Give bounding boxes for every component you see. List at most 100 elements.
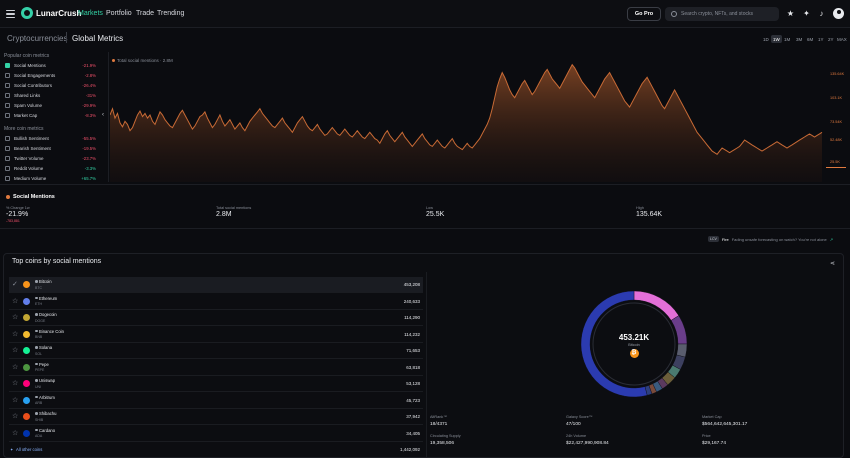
metric-row[interactable]: Shared Links -31% (4, 92, 96, 101)
metric-row[interactable]: Social Mentions -21.9% (4, 62, 96, 71)
coin-symbol: ADA (35, 434, 43, 438)
metric-row[interactable]: Reddit Volume -3.3% (4, 165, 96, 174)
time-range-1d[interactable]: 1D (763, 36, 769, 42)
coin-row[interactable]: ☆ Cardano ADA 34,405 (9, 426, 423, 442)
donut-segment[interactable] (633, 290, 680, 321)
time-range-1y[interactable]: 1Y (818, 36, 824, 42)
time-range-1m[interactable]: 1M (784, 36, 791, 42)
total-label: Total social mentions (216, 206, 252, 210)
donut-center: 453.21K Bitcoin ₿ (600, 333, 668, 358)
star-icon[interactable]: ☆ (12, 314, 19, 321)
top-coins-title: Top coins by social mentions (12, 258, 102, 265)
metric-checkbox[interactable] (5, 136, 10, 141)
metric-checkbox[interactable] (5, 166, 10, 171)
nav-trade[interactable]: Trade (136, 10, 155, 17)
collapse-sidebar-icon[interactable]: ‹ (102, 112, 104, 118)
metric-change: -29.9% (82, 103, 96, 108)
star-icon[interactable]: ☆ (12, 429, 19, 437)
chart-area-fill (110, 64, 822, 182)
metric-row[interactable]: Twitter Volume -23.7% (4, 155, 96, 164)
metric-checkbox[interactable] (5, 63, 10, 68)
metric-row[interactable]: Social Engagements -2.8% (4, 72, 96, 81)
checkmark-icon[interactable]: ✓ (12, 281, 18, 288)
coin-row[interactable]: ☆ Pepe PEPE 63,818 (9, 360, 423, 376)
search-input[interactable]: Search crypto, NFTs, and stocks (665, 7, 779, 21)
donut-segment[interactable] (670, 315, 688, 345)
metric-row[interactable]: Market Cap -8.3% (4, 112, 96, 121)
metric-checkbox[interactable] (5, 73, 10, 78)
share-icon[interactable]: ⋖ (830, 261, 836, 267)
all-other-coins-row[interactable]: ✦ All other coins 1,442,092 (9, 445, 423, 455)
metric-change: -55.5% (82, 136, 96, 141)
coin-row[interactable]: ☆ Shibachu SHIB 37,942 (9, 409, 423, 425)
metric-checkbox[interactable] (5, 103, 10, 108)
metric-name: Shared Links (14, 93, 41, 98)
external-link-icon[interactable]: ↗ (829, 236, 834, 242)
star-icon[interactable]: ☆ (12, 380, 19, 387)
coin-mentions: 37,942 (406, 414, 420, 419)
coin-symbol: ARB (35, 401, 43, 405)
user-avatar[interactable] (833, 8, 844, 19)
coin-row[interactable]: ☆ Binance Coin BNB 114,232 (9, 327, 423, 343)
coin-status-dot (35, 280, 38, 283)
star-icon[interactable]: ☆ (12, 347, 19, 354)
star-icon[interactable]: ☆ (12, 413, 19, 420)
breadcrumb-section[interactable]: Cryptocurrencies (7, 34, 68, 43)
donut-center-value: 453.21K (618, 333, 650, 342)
coin-share-donut[interactable] (578, 288, 690, 400)
star-icon[interactable]: ☆ (12, 363, 19, 371)
social-mentions-chart[interactable] (110, 52, 850, 182)
star-icon[interactable]: ☆ (12, 396, 19, 404)
donut-segment[interactable] (580, 290, 648, 398)
star-icon[interactable]: ☆ (12, 330, 19, 338)
coin-symbol: DOGE (35, 318, 46, 323)
coin-status-dot (35, 428, 38, 431)
info-label: 24h Volume (566, 434, 587, 438)
donut-center-label: Bitcoin (628, 343, 640, 347)
coin-row[interactable]: ☆ Uniswap UNI 53,128 (9, 376, 423, 392)
nav-trending[interactable]: Trending (157, 10, 185, 17)
low-label: Low (426, 206, 433, 210)
metric-checkbox[interactable] (5, 83, 10, 88)
coin-row[interactable]: ☆ Ethereum ETH 240,633 (9, 294, 423, 310)
nav-portfolio[interactable]: Portfolio (106, 10, 132, 17)
rocket-icon[interactable]: ✦ (803, 9, 810, 18)
star-icon[interactable]: ★ (786, 9, 795, 18)
star-icon[interactable]: ☆ (12, 297, 19, 305)
coin-row[interactable]: ✓ Bitcoin BTC 453,208 (9, 277, 423, 293)
metric-checkbox[interactable] (5, 176, 10, 181)
coin-status-dot (35, 379, 38, 382)
coin-status-dot (35, 329, 38, 332)
coin-logo-icon (23, 330, 30, 338)
metric-checkbox[interactable] (5, 93, 10, 98)
time-range-6m[interactable]: 6M (807, 36, 814, 42)
metric-checkbox[interactable] (5, 113, 10, 118)
metric-row[interactable]: Bearish Sentiment -19.5% (4, 145, 96, 154)
go-pro-button[interactable]: Go Pro (627, 7, 661, 21)
coin-status-dot (35, 313, 38, 316)
coin-row[interactable]: ☆ Solana SOL 71,653 (9, 343, 423, 359)
coin-row[interactable]: ☆ Arbitrum ARB 45,723 (9, 393, 423, 409)
metric-row[interactable]: Social Contributors -26.4% (4, 82, 96, 91)
coin-name: Solana (39, 345, 53, 350)
coin-row[interactable]: ☆ Dogecoin DOGE 114,290 (9, 310, 423, 326)
brand-logo[interactable]: LunarCrush (21, 7, 81, 19)
info-value: 47/100 (566, 422, 581, 427)
metric-checkbox[interactable] (5, 146, 10, 151)
fire-announcement[interactable]: LCV Fire Fading unsafe forecasting on wa… (708, 235, 833, 243)
time-range-3m[interactable]: 3M (796, 36, 803, 42)
nav-markets[interactable]: Markets (78, 10, 103, 17)
time-range-1w[interactable]: 1W (771, 35, 782, 43)
metric-checkbox[interactable] (5, 156, 10, 161)
metric-row[interactable]: Bullish Sentiment -55.5% (4, 135, 96, 144)
time-range-2y[interactable]: 2Y (828, 36, 834, 42)
coin-status-dot (35, 412, 38, 415)
menu-icon[interactable] (6, 10, 15, 19)
coin-logo-icon (23, 413, 30, 420)
all-other-value: 1,442,092 (399, 447, 420, 452)
bell-icon[interactable]: ♪ (819, 9, 824, 18)
metric-row[interactable]: Spam Volume -29.9% (4, 102, 96, 111)
time-range-max[interactable]: MAX (837, 36, 847, 42)
metric-row[interactable]: Medium Volume +65.7% (4, 175, 96, 184)
coin-name: Cardano (39, 427, 56, 433)
